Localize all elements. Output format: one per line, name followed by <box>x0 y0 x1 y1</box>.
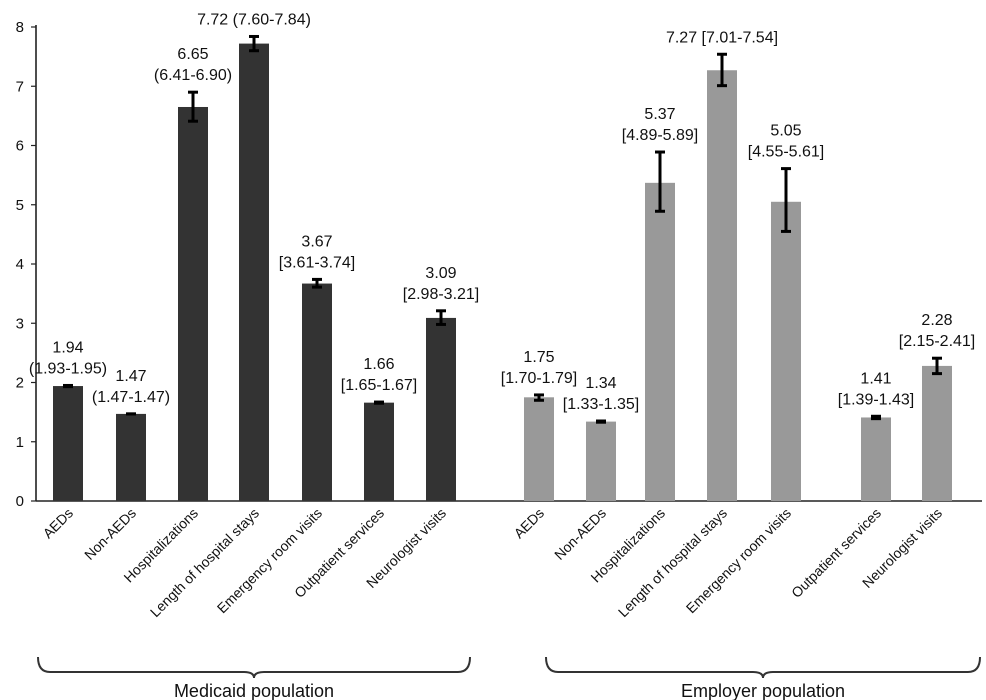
bar <box>53 386 83 501</box>
axes: 0 1 2 3 4 5 6 7 8 <box>16 19 982 510</box>
value-labels: 1.94 (1.93-1.95) 1.47 (1.47-1.47) 6.65 (6.41-… <box>29 11 975 413</box>
category-label: AEDs <box>39 505 76 542</box>
value-label: 2.28 <box>921 312 952 329</box>
bar <box>771 201 801 501</box>
value-label: [4.55-5.61] <box>748 144 825 161</box>
value-label: 7.27 [7.01-7.54] <box>666 29 778 46</box>
bar <box>645 182 675 501</box>
value-label: 7.72 (7.60-7.84) <box>197 11 311 28</box>
category-label: Non-AEDs <box>551 505 609 563</box>
value-label: 3.09 <box>425 265 456 282</box>
category-label: AEDs <box>510 505 547 542</box>
value-label: (1.47-1.47) <box>92 389 170 406</box>
value-label: (6.41-6.90) <box>154 67 232 84</box>
category-label: Length of hospital stays <box>147 505 262 620</box>
y-tick-label: 8 <box>16 19 24 36</box>
value-label: [1.39-1.43] <box>838 391 915 408</box>
y-tick-label: 6 <box>16 138 24 155</box>
value-label: 6.65 <box>177 46 208 63</box>
value-label: 1.41 <box>860 370 891 387</box>
bar <box>922 365 952 501</box>
category-label: Non-AEDs <box>81 505 139 563</box>
value-label: 1.34 <box>585 375 616 392</box>
bar <box>426 317 456 501</box>
value-label: [4.89-5.89] <box>622 127 699 144</box>
value-label: 1.47 <box>115 368 146 385</box>
error-bars <box>63 34 942 424</box>
value-label: 1.75 <box>523 349 554 366</box>
bar <box>586 421 616 501</box>
value-label: 5.05 <box>770 123 801 140</box>
value-label: 1.94 <box>52 339 83 356</box>
value-label: [3.61-3.74] <box>279 254 356 271</box>
group-label: Employer population <box>681 681 845 700</box>
bar <box>524 397 554 501</box>
y-tick-label: 7 <box>16 78 24 95</box>
category-label: Emergency room visits <box>214 505 325 616</box>
value-label: [2.98-3.21] <box>403 286 480 303</box>
y-tick-label: 2 <box>16 375 24 392</box>
bar <box>239 43 269 502</box>
value-label: [1.65-1.67] <box>341 377 418 394</box>
bar <box>707 70 737 501</box>
bar <box>116 413 146 501</box>
category-label: Length of hospital stays <box>615 505 730 620</box>
value-label: 3.67 <box>301 233 332 250</box>
group-brackets: Medicaid population Employer population <box>37 656 981 700</box>
value-label: (1.93-1.95) <box>29 360 107 377</box>
value-label: 1.66 <box>363 356 394 373</box>
y-tick-label: 0 <box>16 493 24 510</box>
bar <box>364 402 394 501</box>
value-label: [1.70-1.79] <box>501 370 578 387</box>
category-label: Emergency room visits <box>683 505 794 616</box>
value-label: [1.33-1.35] <box>563 396 640 413</box>
y-tick-label: 1 <box>16 434 24 451</box>
bars <box>53 43 952 502</box>
y-tick-label: 5 <box>16 197 24 214</box>
bar <box>861 417 891 501</box>
y-tick-label: 3 <box>16 315 24 332</box>
bar <box>302 283 332 501</box>
group-bracket <box>37 656 471 679</box>
value-label: [2.15-2.41] <box>899 333 976 350</box>
y-tick-label: 4 <box>16 256 24 273</box>
group-bracket <box>545 656 981 679</box>
group-label: Medicaid population <box>174 681 334 700</box>
value-label: 5.37 <box>644 106 675 123</box>
bar <box>178 106 208 502</box>
